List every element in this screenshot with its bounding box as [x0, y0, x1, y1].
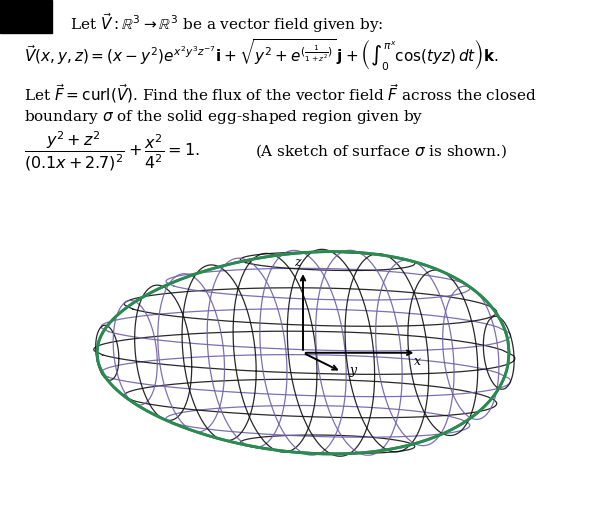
Text: (A sketch of surface $\sigma$ is shown.): (A sketch of surface $\sigma$ is shown.) — [255, 143, 507, 160]
Text: y: y — [350, 364, 357, 377]
Text: boundary $\sigma$ of the solid egg-shaped region given by: boundary $\sigma$ of the solid egg-shape… — [24, 109, 424, 126]
Text: Let $\vec{V} : \mathbb{R}^3 \to \mathbb{R}^3$ be a vector field given by:: Let $\vec{V} : \mathbb{R}^3 \to \mathbb{… — [70, 11, 383, 35]
Bar — [0, 0, 52, 33]
Text: x: x — [414, 354, 421, 368]
Text: Let $\vec{F} = \mathrm{curl}(\vec{V})$. Find the flux of the vector field $\vec{: Let $\vec{F} = \mathrm{curl}(\vec{V})$. … — [24, 82, 537, 105]
Text: z: z — [294, 256, 300, 269]
Text: $\dfrac{y^2 + z^2}{(0.1x + 2.7)^2} + \dfrac{x^2}{4^2} = 1.$: $\dfrac{y^2 + z^2}{(0.1x + 2.7)^2} + \df… — [24, 130, 200, 173]
Text: $\vec{V}(x, y, z) = (x - y^2)e^{x^2 y^3 z^{-7}}\mathbf{i} + \sqrt{y^2 + e^{(\fra: $\vec{V}(x, y, z) = (x - y^2)e^{x^2 y^3 … — [24, 38, 499, 73]
